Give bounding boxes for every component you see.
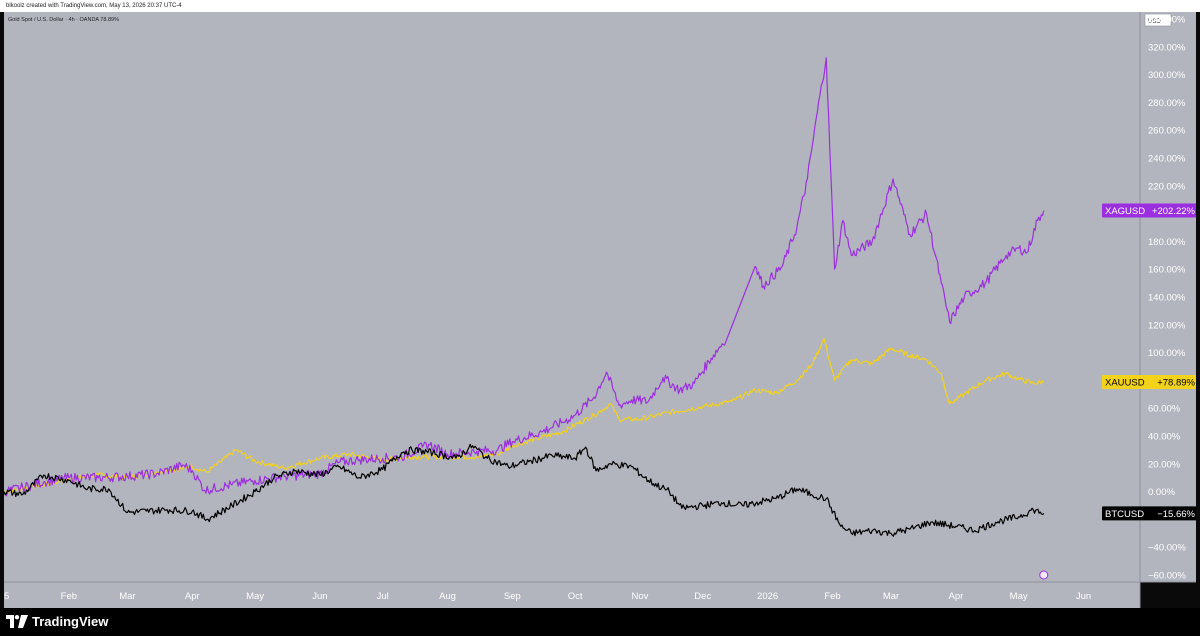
x-tick-label: Mar [119,591,135,602]
x-tick-label: Aug [439,591,456,602]
y-tick-label: 300.00% [1148,70,1186,81]
price-scale[interactable] [1140,12,1196,582]
currency-label: USD [1148,19,1161,25]
series-value-label: +78.89% [1157,377,1195,388]
x-tick-label: Apr [948,591,963,602]
y-tick-label: 220.00% [1148,181,1186,192]
series-name-label: BTCUSD [1105,509,1144,520]
series-line-xagusd[interactable] [4,57,1045,497]
x-tick-label: Feb [824,591,840,602]
tradingview-brand: TradingView [32,614,109,629]
y-tick-label: 60.00% [1148,404,1181,415]
footer-bar: TradingView [0,608,1200,636]
y-tick-label: 20.00% [1148,459,1181,470]
x-tick-label: 25 [4,591,9,602]
last-value-box [1102,506,1196,521]
currency-box[interactable] [1144,13,1172,27]
series-name-label: XAGUSD [1105,206,1145,217]
x-tick-label: Jun [1076,591,1091,602]
x-tick-label: Jul [377,591,389,602]
series-name-label: XAUUSD [1105,377,1145,388]
series-line-btcusd[interactable] [4,443,1045,537]
y-tick-label: −40.00% [1148,543,1186,554]
y-tick-label: 280.00% [1148,98,1186,109]
x-tick-label: Nov [632,591,649,602]
y-tick-label: 0.00% [1148,487,1175,498]
last-value-label-btcusd[interactable]: BTCUSD −15.66% [1102,506,1196,521]
y-tick-label: 340.00% [1148,14,1186,25]
x-tick-label: Sep [504,591,521,602]
attribution-bar: blkoolz created with TradingView.com, Ma… [0,0,1200,12]
y-tick-label: 240.00% [1148,153,1186,164]
chart[interactable]: Gold Spot / U.S. Dollar · 4h · OANDA 78.… [4,12,1196,608]
x-tick-label: Dec [694,591,711,602]
x-tick-label: Mar [883,591,899,602]
plot-area[interactable] [4,12,1140,582]
y-tick-label: 160.00% [1148,265,1186,276]
y-tick-label: 100.00% [1148,348,1186,359]
time-scale[interactable] [4,582,1140,608]
y-tick-label: 140.00% [1148,293,1186,304]
last-value-label-xagusd[interactable]: XAGUSD +202.22% [1102,203,1196,218]
y-tick-label: 320.00% [1148,42,1186,53]
x-tick-label: May [1010,591,1028,602]
attribution-text: blkoolz created with TradingView.com, Ma… [6,3,182,9]
y-tick-label: 120.00% [1148,320,1186,331]
x-tick-label: 2026 [757,591,778,602]
series-line-xauusd[interactable] [4,338,1045,494]
x-tick-label: Apr [185,591,200,602]
y-tick-label: 260.00% [1148,126,1186,137]
x-tick-label: Oct [568,591,583,602]
series-value-label: +202.22% [1152,206,1196,217]
x-tick-label: Jun [312,591,327,602]
last-value-label-xauusd[interactable]: XAUUSD +78.89% [1102,374,1196,389]
symbol-info: Gold Spot / U.S. Dollar · 4h · OANDA 78.… [8,17,119,23]
event-marker-icon[interactable] [1039,570,1049,580]
series-value-label: −15.66% [1157,509,1195,520]
y-tick-label: 40.00% [1148,432,1181,443]
last-value-box [1102,374,1196,389]
x-tick-label: May [246,591,264,602]
tradingview-logo-icon [6,615,28,628]
last-value-box [1102,203,1196,218]
x-tick-label: Feb [61,591,77,602]
y-tick-label: 180.00% [1148,237,1186,248]
y-tick-label: −60.00% [1148,571,1186,582]
